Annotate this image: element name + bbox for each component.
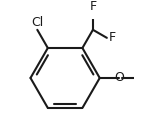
Text: O: O <box>115 71 124 84</box>
Text: F: F <box>108 31 116 44</box>
Text: Cl: Cl <box>31 16 44 29</box>
Text: F: F <box>89 0 96 13</box>
